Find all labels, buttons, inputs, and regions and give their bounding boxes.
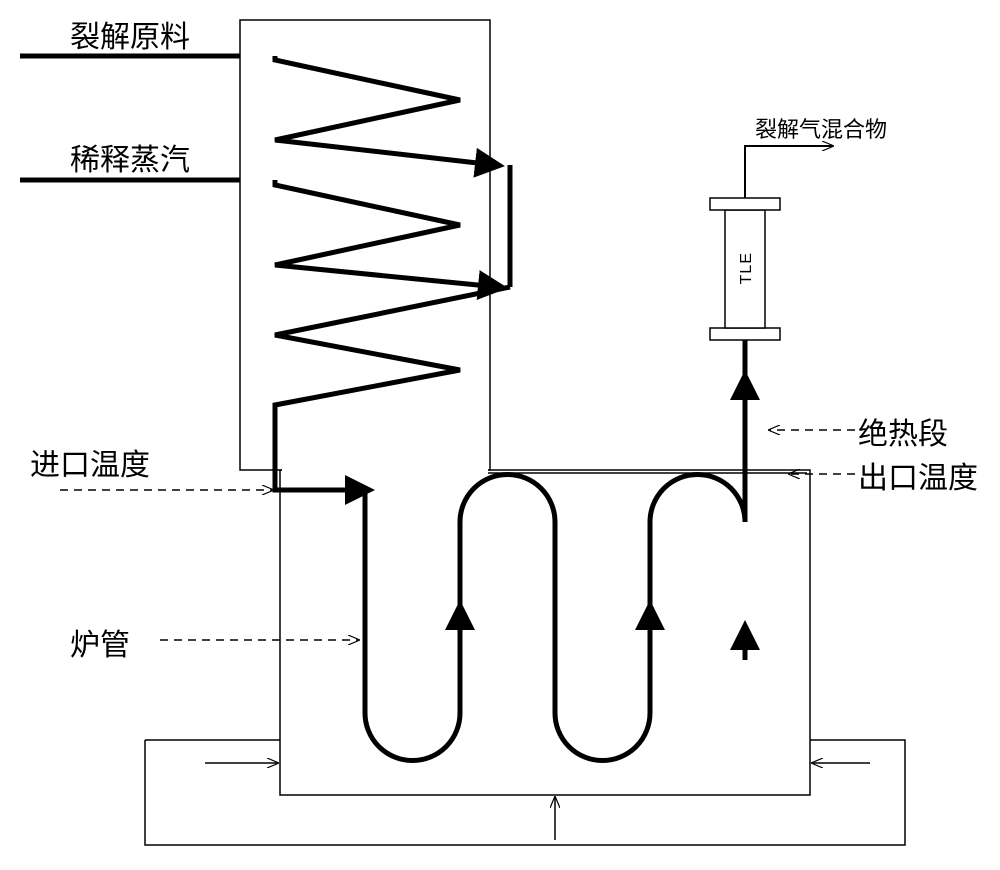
diagram-root: 裂解原料 稀释蒸汽 进口温度 炉管 裂解气混合物 绝热段 出口温度 TLE <box>0 0 1000 870</box>
zigzag-feed <box>275 56 495 165</box>
zigzag-steam <box>275 180 498 287</box>
label-cracked-gas-mixture: 裂解气混合物 <box>755 112 887 144</box>
air-inlet-left <box>145 740 905 845</box>
label-cracking-feedstock: 裂解原料 <box>70 12 190 56</box>
radiant-coil <box>365 340 745 761</box>
label-outlet-temperature: 出口温度 <box>858 453 978 497</box>
label-dilution-steam: 稀释蒸汽 <box>70 135 190 179</box>
label-furnace-tube: 炉管 <box>70 620 130 664</box>
label-inlet-temperature: 进口温度 <box>30 440 150 484</box>
lower-section-box <box>280 470 810 795</box>
label-tle: TLE <box>738 252 756 284</box>
zigzag-combined <box>275 287 510 490</box>
label-adiabatic: 绝热段 <box>858 409 948 453</box>
